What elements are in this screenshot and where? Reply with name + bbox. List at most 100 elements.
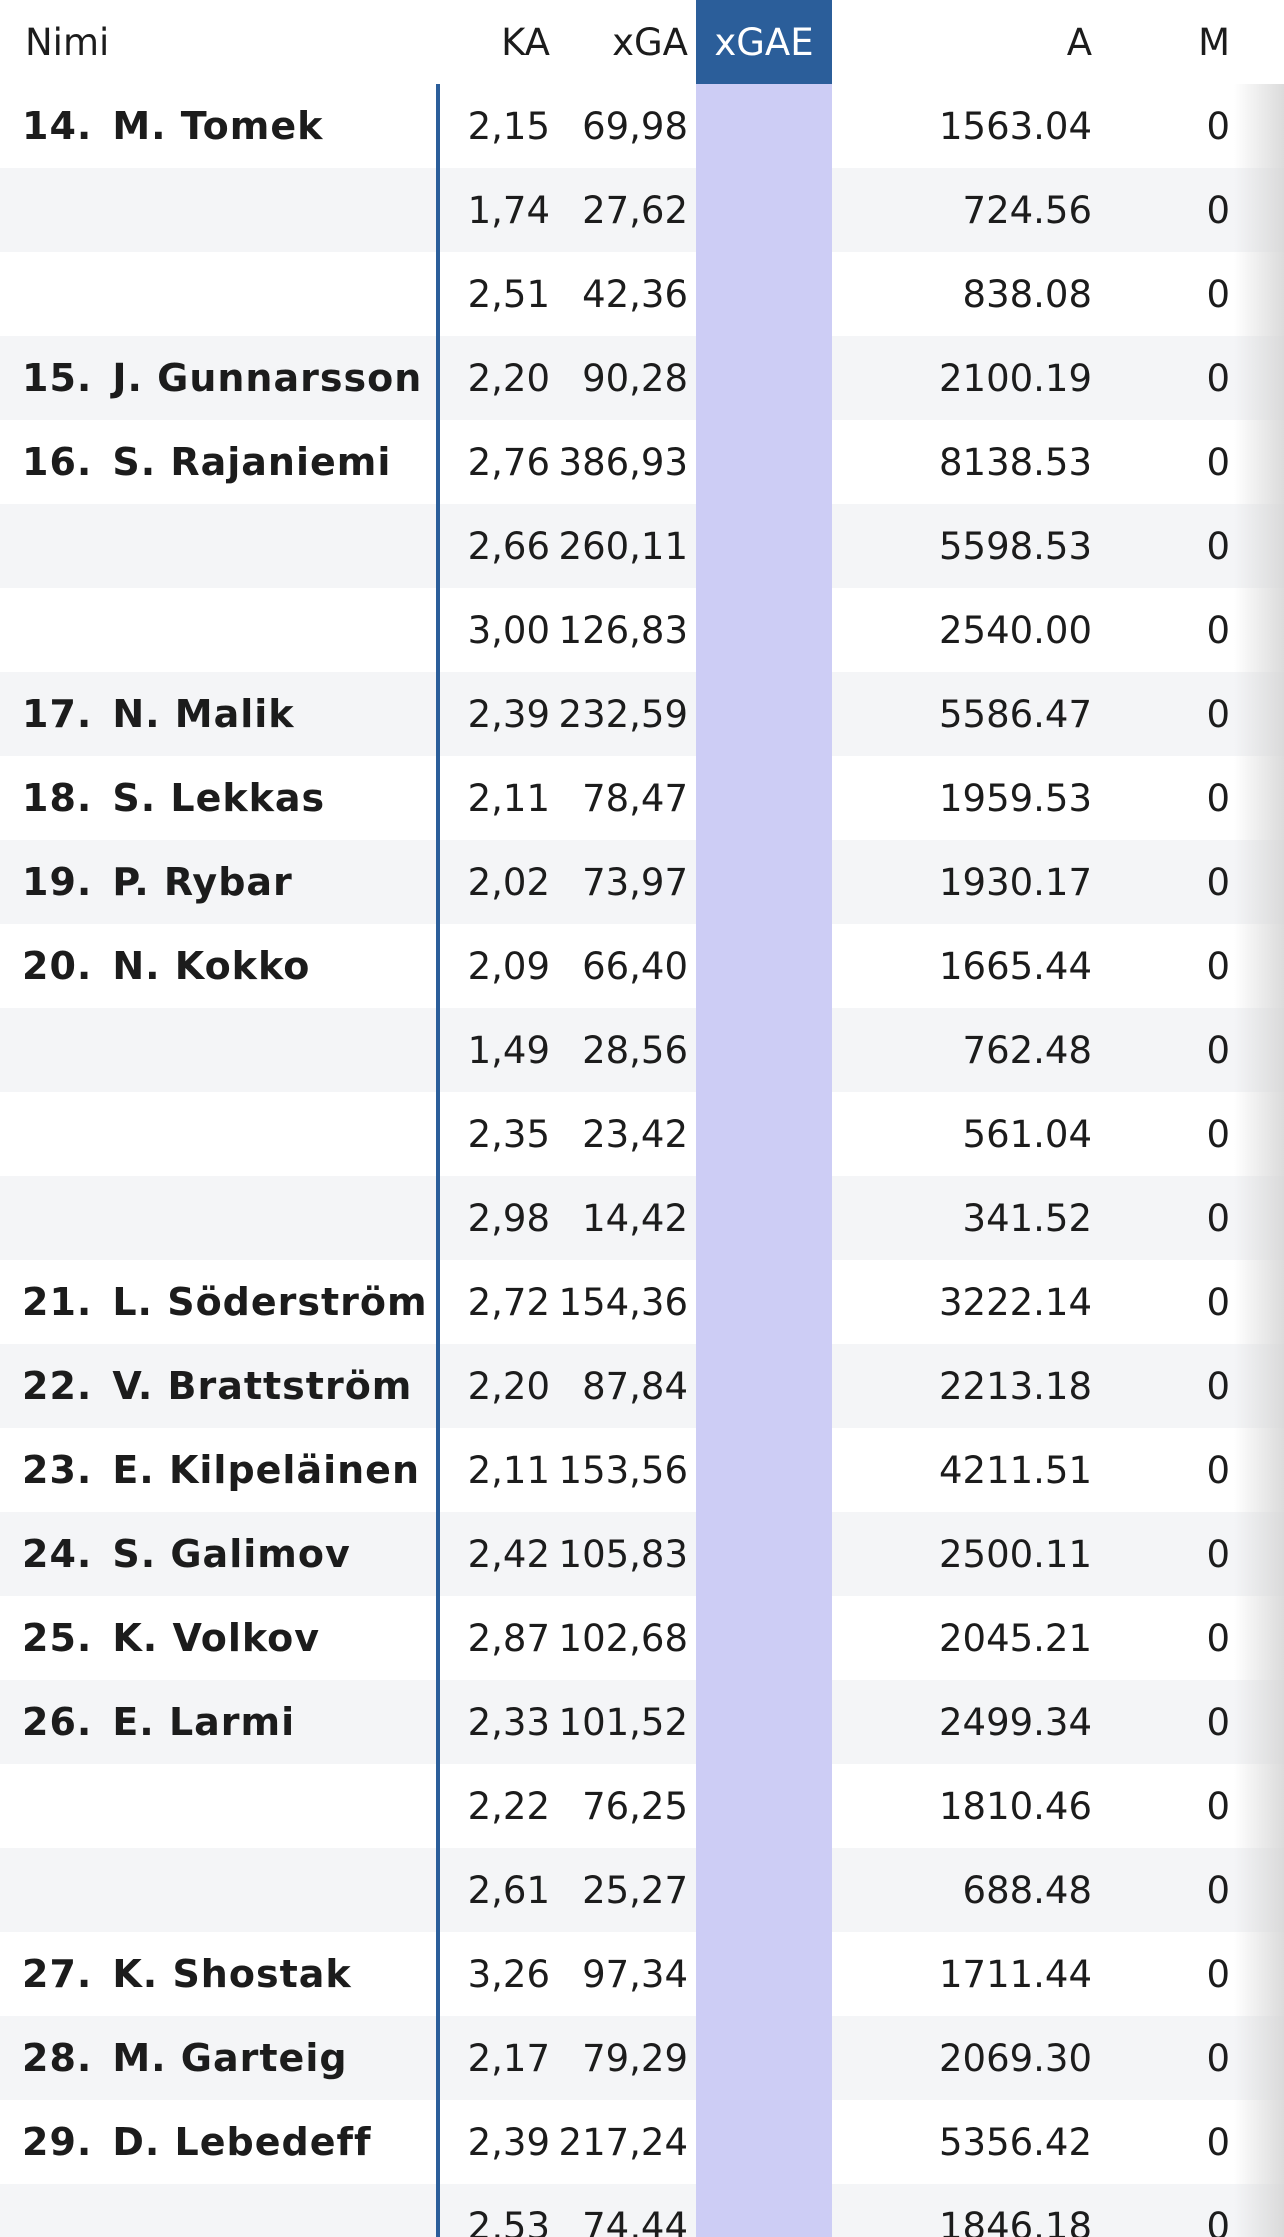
a-value: 3222.14 [938,1280,1092,1324]
a-value: 2499.34 [938,1700,1092,1744]
player-name[interactable]: V. Brattström [112,1364,413,1408]
ka-value: 2,72 [467,1280,550,1324]
rank-number: 27. [22,1952,93,1996]
column-header-xga[interactable]: xGA [612,20,688,64]
rank-number: 14. [22,104,93,148]
rank-number: 23. [22,1448,93,1492]
column-header-ka[interactable]: KA [501,20,550,64]
ka-value: 2,02 [467,860,550,904]
xga-value: 260,11 [558,524,688,568]
rank-number: 17. [22,692,93,736]
player-name-cell: 14. M. Tomek [22,84,323,168]
rank-number: 24. [22,1532,93,1576]
a-value: 688.48 [962,1868,1092,1912]
player-name[interactable]: E. Larmi [112,1700,296,1744]
player-name-cell: 19. P. Rybar [22,840,293,924]
column-header-xgae[interactable]: xGAE [696,0,832,84]
player-name[interactable]: D. Lebedeff [112,2120,372,2164]
scroll-shadow [1234,84,1284,2237]
xga-value: 126,83 [558,608,688,652]
player-name[interactable]: S. Galimov [112,1532,351,1576]
a-value: 1930.17 [938,860,1092,904]
m-value: 0 [1206,2120,1230,2164]
m-value: 0 [1206,188,1230,232]
m-value: 0 [1206,356,1230,400]
xga-value: 217,24 [558,2120,688,2164]
column-header-m[interactable]: M [1198,20,1230,64]
player-name[interactable]: L. Söderström [112,1280,428,1324]
m-value: 0 [1206,860,1230,904]
xga-value: 102,68 [558,1616,688,1660]
ka-value: 2,35 [467,1112,550,1156]
rank-number: 25. [22,1616,93,1660]
ka-value: 2,20 [467,356,550,400]
player-name[interactable]: M. Garteig [112,2036,348,2080]
xga-value: 23,42 [582,1112,688,1156]
xga-value: 14,42 [582,1196,688,1240]
player-name-cell: 28. M. Garteig [22,2016,348,2100]
player-name-cell: 16. S. Rajaniemi [22,420,391,504]
column-header-a[interactable]: A [1066,20,1092,64]
ka-value: 2,51 [467,272,550,316]
m-value: 0 [1206,944,1230,988]
m-value: 0 [1206,776,1230,820]
player-name-cell [22,1092,42,1176]
xga-value: 101,52 [558,1700,688,1744]
player-name[interactable]: P. Rybar [112,860,293,904]
player-name-cell: 15. J. Gunnarsson [22,336,422,420]
player-name[interactable]: K. Shostak [112,1952,352,1996]
player-name[interactable]: S. Lekkas [112,776,326,820]
xga-value: 154,36 [558,1280,688,1324]
player-name[interactable]: M. Tomek [112,104,324,148]
player-name[interactable]: S. Rajaniemi [112,440,392,484]
m-value: 0 [1206,1448,1230,1492]
ka-value: 3,26 [467,1952,550,1996]
player-name[interactable]: K. Volkov [112,1616,321,1660]
player-name[interactable]: N. Kokko [112,944,311,988]
player-name-cell: 25. K. Volkov [22,1596,320,1680]
rank-number: 18. [22,776,93,820]
player-name[interactable]: N. Malik [112,692,295,736]
rank-number: 15. [22,356,93,400]
ka-value: 2,11 [467,1448,550,1492]
xga-value: 87,84 [582,1364,688,1408]
player-name-cell: 22. V. Brattström [22,1344,412,1428]
ka-value: 2,15 [467,104,550,148]
a-value: 5598.53 [938,524,1092,568]
xga-value: 73,97 [582,860,688,904]
player-name-cell: 26. E. Larmi [22,1680,295,1764]
rank-number: 22. [22,1364,93,1408]
player-name[interactable]: J. Gunnarsson [112,356,423,400]
a-value: 5356.42 [938,2120,1092,2164]
player-name[interactable]: E. Kilpeläinen [112,1448,420,1492]
ka-value: 2,98 [467,1196,550,1240]
column-header-nimi[interactable]: Nimi [25,20,110,64]
xga-value: 97,34 [582,1952,688,1996]
